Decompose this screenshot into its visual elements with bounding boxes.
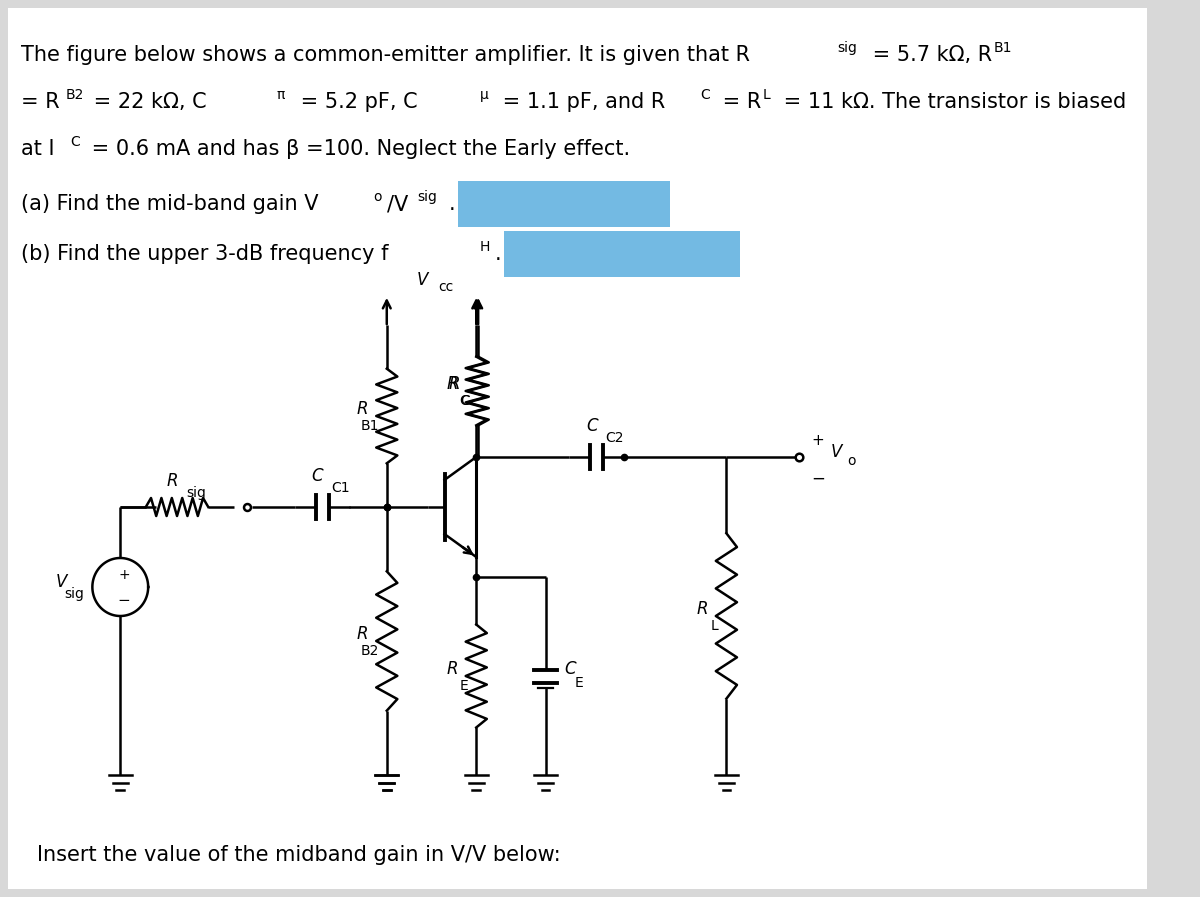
Text: /V: /V bbox=[386, 194, 408, 214]
Text: sig: sig bbox=[187, 486, 206, 500]
Text: Insert the value of the midband gain in V/V below:: Insert the value of the midband gain in … bbox=[36, 845, 560, 865]
Text: sig: sig bbox=[418, 190, 438, 204]
Text: V: V bbox=[56, 573, 67, 591]
Text: R: R bbox=[356, 625, 368, 643]
Text: B1: B1 bbox=[994, 41, 1013, 55]
Text: C: C bbox=[701, 88, 710, 102]
Text: C: C bbox=[461, 394, 470, 408]
Text: R: R bbox=[356, 400, 368, 418]
Text: R: R bbox=[446, 375, 458, 393]
Text: +: + bbox=[119, 568, 130, 582]
Text: = 22 kΩ, C: = 22 kΩ, C bbox=[86, 92, 206, 112]
Text: C: C bbox=[565, 660, 576, 678]
Text: = 11 kΩ. The transistor is biased: = 11 kΩ. The transistor is biased bbox=[778, 92, 1127, 112]
Text: C1: C1 bbox=[331, 481, 349, 495]
Text: .: . bbox=[494, 244, 502, 264]
Text: R: R bbox=[167, 472, 178, 490]
Text: o: o bbox=[847, 454, 856, 468]
Text: B2: B2 bbox=[66, 88, 84, 102]
Text: = R: = R bbox=[22, 92, 60, 112]
FancyBboxPatch shape bbox=[458, 181, 670, 227]
Text: H: H bbox=[479, 240, 490, 254]
Text: R: R bbox=[449, 375, 460, 393]
Text: L: L bbox=[763, 88, 770, 102]
Text: π: π bbox=[276, 88, 284, 102]
Text: L: L bbox=[710, 619, 719, 633]
Text: C2: C2 bbox=[605, 431, 624, 445]
Text: o: o bbox=[373, 190, 382, 204]
Text: sig: sig bbox=[64, 587, 84, 601]
Text: (b) Find the upper 3-dB frequency f: (b) Find the upper 3-dB frequency f bbox=[22, 244, 389, 264]
Text: E: E bbox=[460, 679, 468, 693]
FancyBboxPatch shape bbox=[7, 8, 1147, 889]
Text: The figure below shows a common-emitter amplifier. It is given that R: The figure below shows a common-emitter … bbox=[22, 45, 750, 65]
Text: R: R bbox=[446, 660, 458, 678]
Text: V: V bbox=[418, 271, 428, 289]
Text: (a) Find the mid-band gain V: (a) Find the mid-band gain V bbox=[22, 194, 319, 214]
Text: E: E bbox=[575, 676, 583, 690]
Text: cc: cc bbox=[438, 280, 454, 294]
Text: B1: B1 bbox=[360, 419, 379, 433]
FancyBboxPatch shape bbox=[504, 231, 740, 277]
Text: μ: μ bbox=[480, 88, 488, 102]
Text: −: − bbox=[811, 470, 824, 488]
Text: .: . bbox=[449, 194, 455, 214]
Text: = 5.2 pF, C: = 5.2 pF, C bbox=[294, 92, 418, 112]
Text: B2: B2 bbox=[361, 644, 379, 658]
Text: = R: = R bbox=[716, 92, 761, 112]
Text: −: − bbox=[118, 593, 131, 607]
Text: C: C bbox=[458, 394, 468, 408]
Text: +: + bbox=[811, 432, 824, 448]
Text: = 1.1 pF, and R: = 1.1 pF, and R bbox=[497, 92, 666, 112]
Text: C: C bbox=[586, 417, 598, 435]
Text: R: R bbox=[697, 600, 708, 618]
Text: V: V bbox=[830, 443, 841, 461]
Text: = 0.6 mA and has β =100. Neglect the Early effect.: = 0.6 mA and has β =100. Neglect the Ear… bbox=[85, 139, 630, 159]
Text: C: C bbox=[71, 135, 80, 149]
Text: at I: at I bbox=[22, 139, 55, 159]
Text: sig: sig bbox=[838, 41, 857, 55]
Text: C: C bbox=[312, 467, 323, 485]
Text: = 5.7 kΩ, R: = 5.7 kΩ, R bbox=[866, 45, 992, 65]
